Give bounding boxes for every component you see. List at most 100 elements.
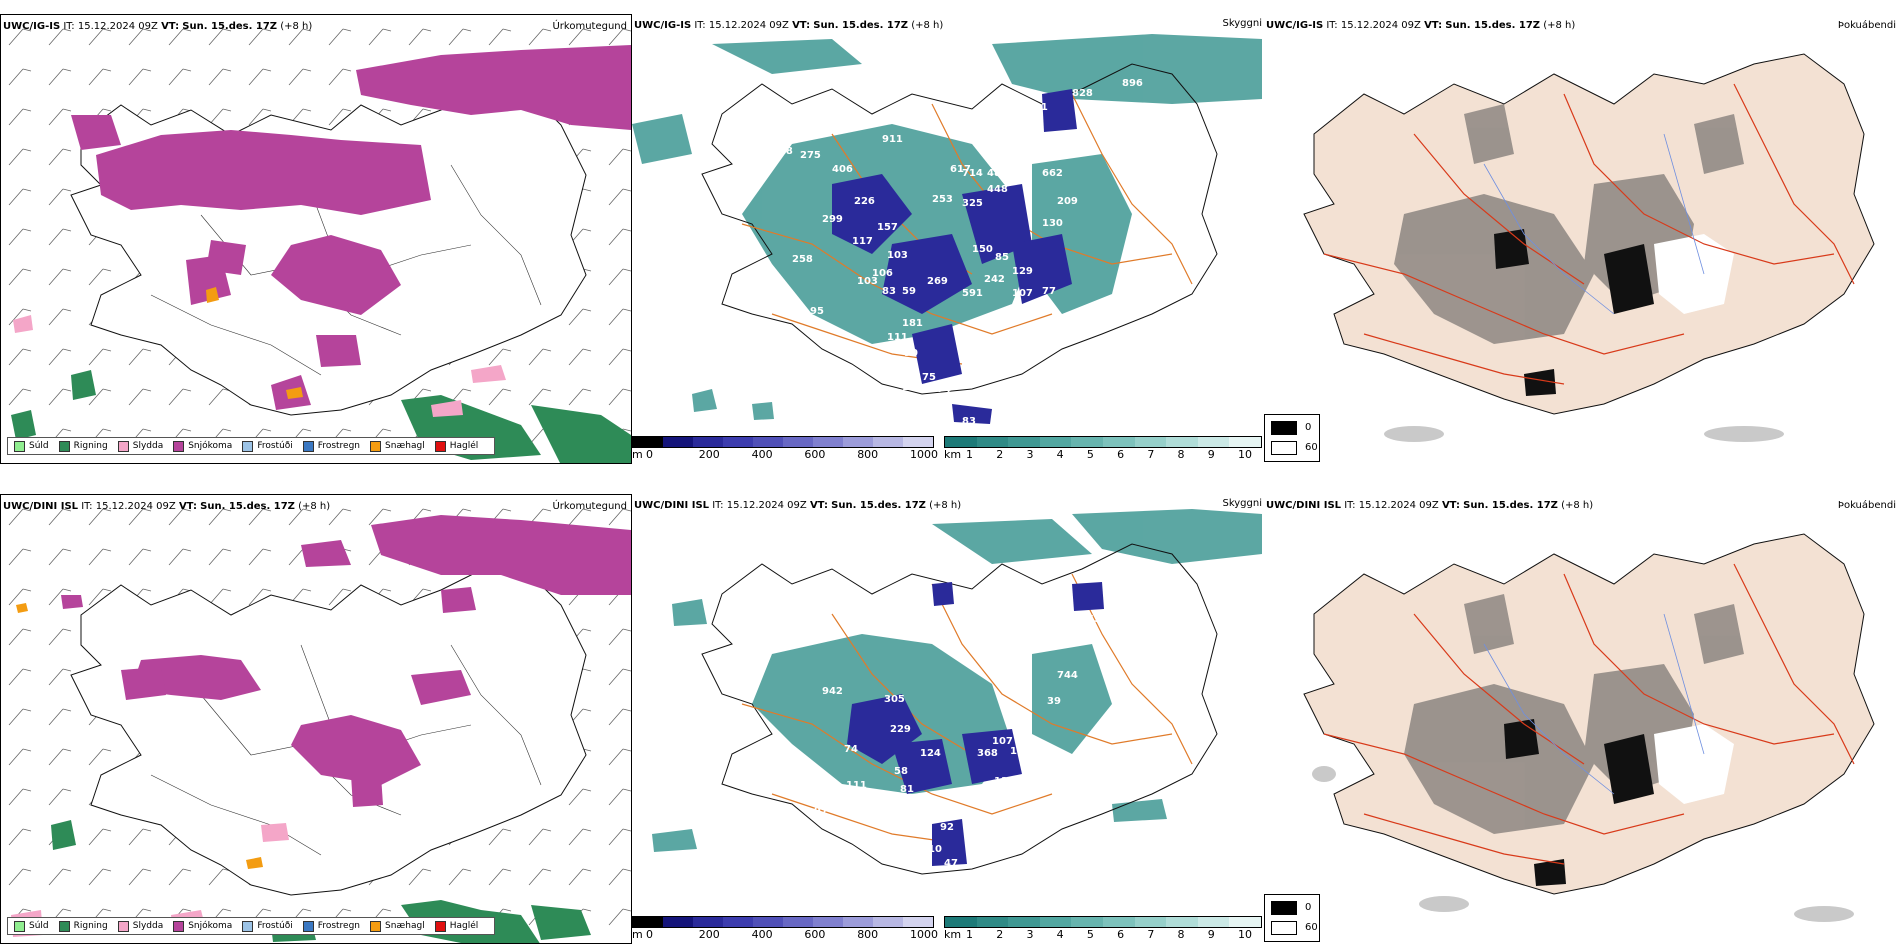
colorbar-segment [1166, 437, 1198, 447]
visibility-map: 38 55 744 39 942 305 229 368 100 130 81 … [652, 509, 1262, 895]
colorbar-unit: km [944, 448, 962, 461]
panel-header: UWC/DINI ISL IT: 15.12.2024 09Z VT: Sun.… [1266, 500, 1594, 511]
colorbar-tick-label: 3 [1026, 448, 1034, 461]
cloud-label: 275 [968, 794, 989, 805]
cloud-label: 662 [1042, 168, 1063, 179]
iceland-coastline [701, 63, 1218, 395]
colorbar-segment [1071, 917, 1103, 927]
colorbar-tick-label: 10 [1238, 928, 1252, 941]
legend-item: Frostregn [302, 920, 360, 932]
cloud-base-labels: 38 55 744 39 942 305 229 368 100 130 81 … [814, 584, 1101, 895]
cloud-label: 100 [1010, 746, 1031, 757]
cloud-label: 58 [894, 766, 908, 777]
cloud-label: 275 [800, 150, 821, 161]
colorbar-tick-label: 6 [1117, 928, 1125, 941]
colorbar-tick-label: 1 [966, 448, 973, 461]
cloud-label: 617 [950, 164, 971, 175]
cloud-label: 97 [814, 806, 828, 817]
colorbar-tick-label: 400 [751, 448, 773, 461]
legend-item: Rigning [58, 920, 108, 932]
visibility-panel-row2: 38 55 744 39 942 305 229 368 100 130 81 … [632, 494, 1264, 944]
colorbar-segment [1197, 917, 1230, 927]
cloud-label: 107 [992, 736, 1013, 747]
colorbar-tick-label: 3 [1026, 928, 1034, 941]
cloud-label: 69 [787, 84, 801, 95]
colorbar-tick-label: 200 [698, 448, 720, 461]
cloud-label: 325 [962, 198, 983, 209]
cloud-label: 47 [944, 858, 958, 869]
colorbar-segment [1197, 437, 1230, 447]
panel-header: UWC/IG-IS IT: 15.12.2024 09Z VT: Sun. 15… [634, 20, 944, 31]
colorbar-segment [1102, 437, 1135, 447]
colorbar-segment [1134, 917, 1167, 927]
cloud-label: 130 [1042, 218, 1063, 229]
cloud-base-labels: 69 353 428 275 406 911 617 714 486 448 6… [772, 78, 1143, 427]
colorbar-tick-label: 800 [857, 448, 879, 461]
colorbar-segment [753, 917, 783, 927]
cloud-label: 10 [928, 844, 942, 855]
colorbar-segment [1166, 917, 1198, 927]
cloud-label: 744 [1057, 670, 1078, 681]
cloud-label: 486 [987, 168, 1008, 179]
panel-header: UWC/DINI ISL IT: 15.12.2024 09Z VT: Sun.… [634, 500, 962, 511]
panel-header: UWC/IG-IS IT: 15.12.2024 09Z VT: Sun. 15… [3, 21, 313, 32]
colorbar-tick-label: 5 [1086, 928, 1094, 941]
colorbar-segment [1071, 437, 1103, 447]
colorbar-segment [693, 917, 723, 927]
colorbar-segment [663, 437, 693, 447]
cloud-label: 157 [877, 222, 898, 233]
colorbar-segment [945, 917, 977, 927]
fog-map [1303, 533, 1875, 922]
cloud-label: 911 [882, 134, 903, 145]
colorbar-segment [723, 437, 753, 447]
cloud-label: 39 [1047, 696, 1061, 707]
colorbar-segment [1102, 917, 1135, 927]
cloud-label: 269 [927, 276, 948, 287]
cloud-label: 448 [987, 184, 1008, 195]
panel-header: UWC/DINI ISL IT: 15.12.2024 09Z VT: Sun.… [3, 501, 331, 512]
colorbar-segment [1008, 437, 1040, 447]
cloud-label: 107 [1012, 288, 1033, 299]
colorbar-segment [633, 437, 663, 447]
legend-item: Súld [14, 920, 49, 932]
fog-map [1303, 53, 1875, 442]
colorbar-segment [723, 917, 753, 927]
cloud-label: 242 [984, 274, 1005, 285]
colorbar-tick-label: 0 [646, 928, 653, 941]
colorbar-segment [633, 917, 663, 927]
cloud-label: 124 [920, 748, 941, 759]
cloud-label: 85 [995, 252, 1009, 263]
cloud-label: 130 [994, 776, 1015, 787]
legend-item: Rigning [58, 440, 108, 452]
fog-panel-row1: UWC/IG-IS IT: 15.12.2024 09Z VT: Sun. 15… [1264, 14, 1900, 464]
cloud-label: 75 [922, 372, 936, 383]
colorbar-tick-label: 5 [1086, 448, 1094, 461]
cloud-label: 115 [902, 382, 923, 393]
cloud-label: 942 [822, 686, 843, 697]
cloud-label: 83 [882, 286, 896, 297]
legend-item: Frostúði [242, 440, 293, 452]
precip-legend: Súld Rigning Slydda Snjókoma Frostúði Fr… [7, 437, 496, 455]
legend-item: Slydda [117, 920, 163, 932]
colorbar-segment [843, 917, 873, 927]
cloud-label: 90 [904, 348, 918, 359]
colorbar-tick-label: 10 [1238, 448, 1252, 461]
colorbar-segment [1008, 917, 1040, 927]
colorbar-tick-label: 1000 [910, 448, 938, 461]
panel-title: Úrkomutegund [552, 501, 627, 512]
cloud-label: 117 [852, 236, 873, 247]
legend-item: Snæhagl [370, 440, 425, 452]
colorbar-segment [903, 437, 933, 447]
cloud-label: 74 [937, 384, 951, 395]
colorbar-tick-label: 800 [857, 928, 879, 941]
colorbar-segment [813, 437, 843, 447]
cloud-label: 167 [1057, 332, 1078, 343]
cloud-label: 111 [846, 780, 867, 791]
colorbar-tick-label: 8 [1177, 928, 1185, 941]
colorbar-segment [1039, 437, 1072, 447]
colorbar-segment [843, 437, 873, 447]
cloud-label: 353 [817, 118, 838, 129]
cloud-label: 305 [884, 694, 905, 705]
cloud-label: 714 [962, 168, 983, 179]
cloud-label: 55 [1087, 614, 1101, 625]
